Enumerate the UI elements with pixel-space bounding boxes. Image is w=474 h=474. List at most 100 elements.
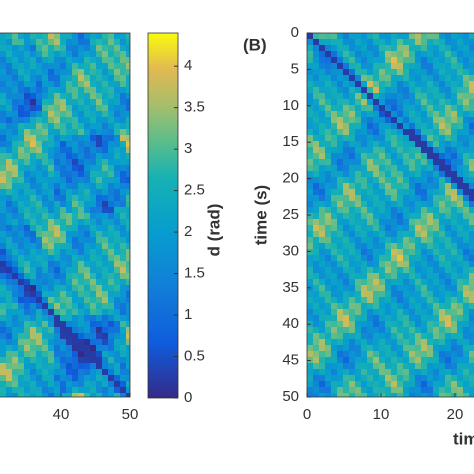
heatmap-cell bbox=[325, 45, 332, 52]
heatmap-cell bbox=[72, 165, 79, 172]
heatmap-cell bbox=[403, 87, 410, 94]
heatmap-cell bbox=[84, 153, 91, 160]
heatmap-cell bbox=[108, 231, 115, 238]
heatmap-cell bbox=[361, 123, 368, 130]
heatmap-cell bbox=[451, 381, 458, 388]
heatmap-cell bbox=[409, 333, 416, 340]
heatmap-cell bbox=[361, 291, 368, 298]
heatmap-cell bbox=[108, 87, 115, 94]
heatmap-cell bbox=[30, 297, 37, 304]
heatmap-cell bbox=[30, 267, 37, 274]
heatmap-cell bbox=[60, 105, 67, 112]
heatmap-cell bbox=[78, 195, 85, 202]
heatmap-cell bbox=[379, 135, 386, 142]
heatmap-cell bbox=[403, 237, 410, 244]
heatmap-cell bbox=[337, 375, 344, 382]
heatmap-cell bbox=[325, 111, 332, 118]
heatmap-a bbox=[0, 33, 130, 397]
heatmap-cell bbox=[30, 177, 37, 184]
heatmap-cell bbox=[379, 63, 386, 70]
heatmap-cell bbox=[427, 105, 434, 112]
heatmap-cell bbox=[343, 213, 350, 220]
heatmap-cell bbox=[54, 393, 61, 397]
heatmap-cell bbox=[415, 351, 422, 358]
heatmap-cell bbox=[445, 225, 452, 232]
heatmap-cell bbox=[469, 45, 474, 52]
heatmap-cell bbox=[373, 345, 380, 352]
heatmap-cell bbox=[120, 159, 127, 166]
heatmap-cell bbox=[325, 291, 332, 298]
heatmap-cell bbox=[397, 369, 404, 376]
heatmap-cell bbox=[307, 135, 314, 142]
heatmap-cell bbox=[48, 87, 55, 94]
heatmap-cell bbox=[427, 237, 434, 244]
heatmap-cell bbox=[343, 231, 350, 238]
heatmap-cell bbox=[126, 147, 130, 154]
heatmap-cell bbox=[451, 285, 458, 292]
heatmap-cell bbox=[349, 183, 356, 190]
heatmap-cell bbox=[373, 363, 380, 370]
heatmap-cell bbox=[96, 105, 103, 112]
heatmap-cell bbox=[403, 57, 410, 64]
heatmap-cell bbox=[367, 69, 374, 76]
heatmap-cell bbox=[6, 75, 13, 82]
heatmap-cell bbox=[84, 285, 91, 292]
heatmap-cell bbox=[108, 57, 115, 64]
heatmap-cell bbox=[457, 339, 464, 346]
heatmap-cell bbox=[379, 201, 386, 208]
heatmap-cell bbox=[78, 189, 85, 196]
heatmap-cell bbox=[48, 201, 55, 208]
heatmap-cell bbox=[60, 291, 67, 298]
heatmap-cell bbox=[331, 39, 338, 46]
heatmap-cell bbox=[439, 69, 446, 76]
heatmap-cell bbox=[337, 357, 344, 364]
heatmap-cell bbox=[469, 225, 474, 232]
heatmap-cell bbox=[126, 75, 130, 82]
heatmap-cell bbox=[403, 63, 410, 70]
heatmap-cell bbox=[403, 273, 410, 280]
heatmap-cell bbox=[409, 39, 416, 46]
heatmap-cell bbox=[0, 69, 7, 76]
heatmap-cell bbox=[36, 51, 43, 58]
heatmap-cell bbox=[0, 255, 7, 262]
heatmap-cell bbox=[367, 117, 374, 124]
heatmap-cell bbox=[457, 279, 464, 286]
heatmap-cell bbox=[361, 111, 368, 118]
heatmap-cell bbox=[373, 75, 380, 82]
heatmap-cell bbox=[90, 99, 97, 106]
heatmap-cell bbox=[126, 159, 130, 166]
heatmap-cell bbox=[307, 327, 314, 334]
heatmap-cell bbox=[319, 273, 326, 280]
heatmap-cell bbox=[325, 195, 332, 202]
heatmap-cell bbox=[385, 75, 392, 82]
heatmap-cell bbox=[367, 243, 374, 250]
heatmap-cell bbox=[30, 51, 37, 58]
heatmap-cell bbox=[325, 201, 332, 208]
heatmap-cell bbox=[18, 309, 25, 316]
heatmap-cell bbox=[403, 249, 410, 256]
heatmap-cell bbox=[349, 69, 356, 76]
heatmap-cell bbox=[325, 369, 332, 376]
heatmap-cell bbox=[457, 165, 464, 172]
heatmap-cell bbox=[427, 195, 434, 202]
heatmap-cell bbox=[367, 321, 374, 328]
heatmap-cell bbox=[42, 351, 49, 358]
heatmap-cell bbox=[331, 291, 338, 298]
heatmap-cell bbox=[114, 165, 121, 172]
heatmap-cell bbox=[96, 87, 103, 94]
heatmap-cell bbox=[469, 375, 474, 382]
heatmap-cell bbox=[367, 273, 374, 280]
heatmap-cell bbox=[36, 291, 43, 298]
heatmap-cell bbox=[60, 63, 67, 70]
heatmap-cell bbox=[48, 69, 55, 76]
heatmap-cell bbox=[102, 219, 109, 226]
heatmap-cell bbox=[18, 255, 25, 262]
heatmap-cell bbox=[325, 243, 332, 250]
heatmap-cell bbox=[36, 255, 43, 262]
heatmap-cell bbox=[451, 93, 458, 100]
heatmap-cell bbox=[427, 147, 434, 154]
heatmap-cell bbox=[307, 159, 314, 166]
heatmap-cell bbox=[120, 303, 127, 310]
heatmap-cell bbox=[373, 327, 380, 334]
heatmap-cell bbox=[451, 39, 458, 46]
